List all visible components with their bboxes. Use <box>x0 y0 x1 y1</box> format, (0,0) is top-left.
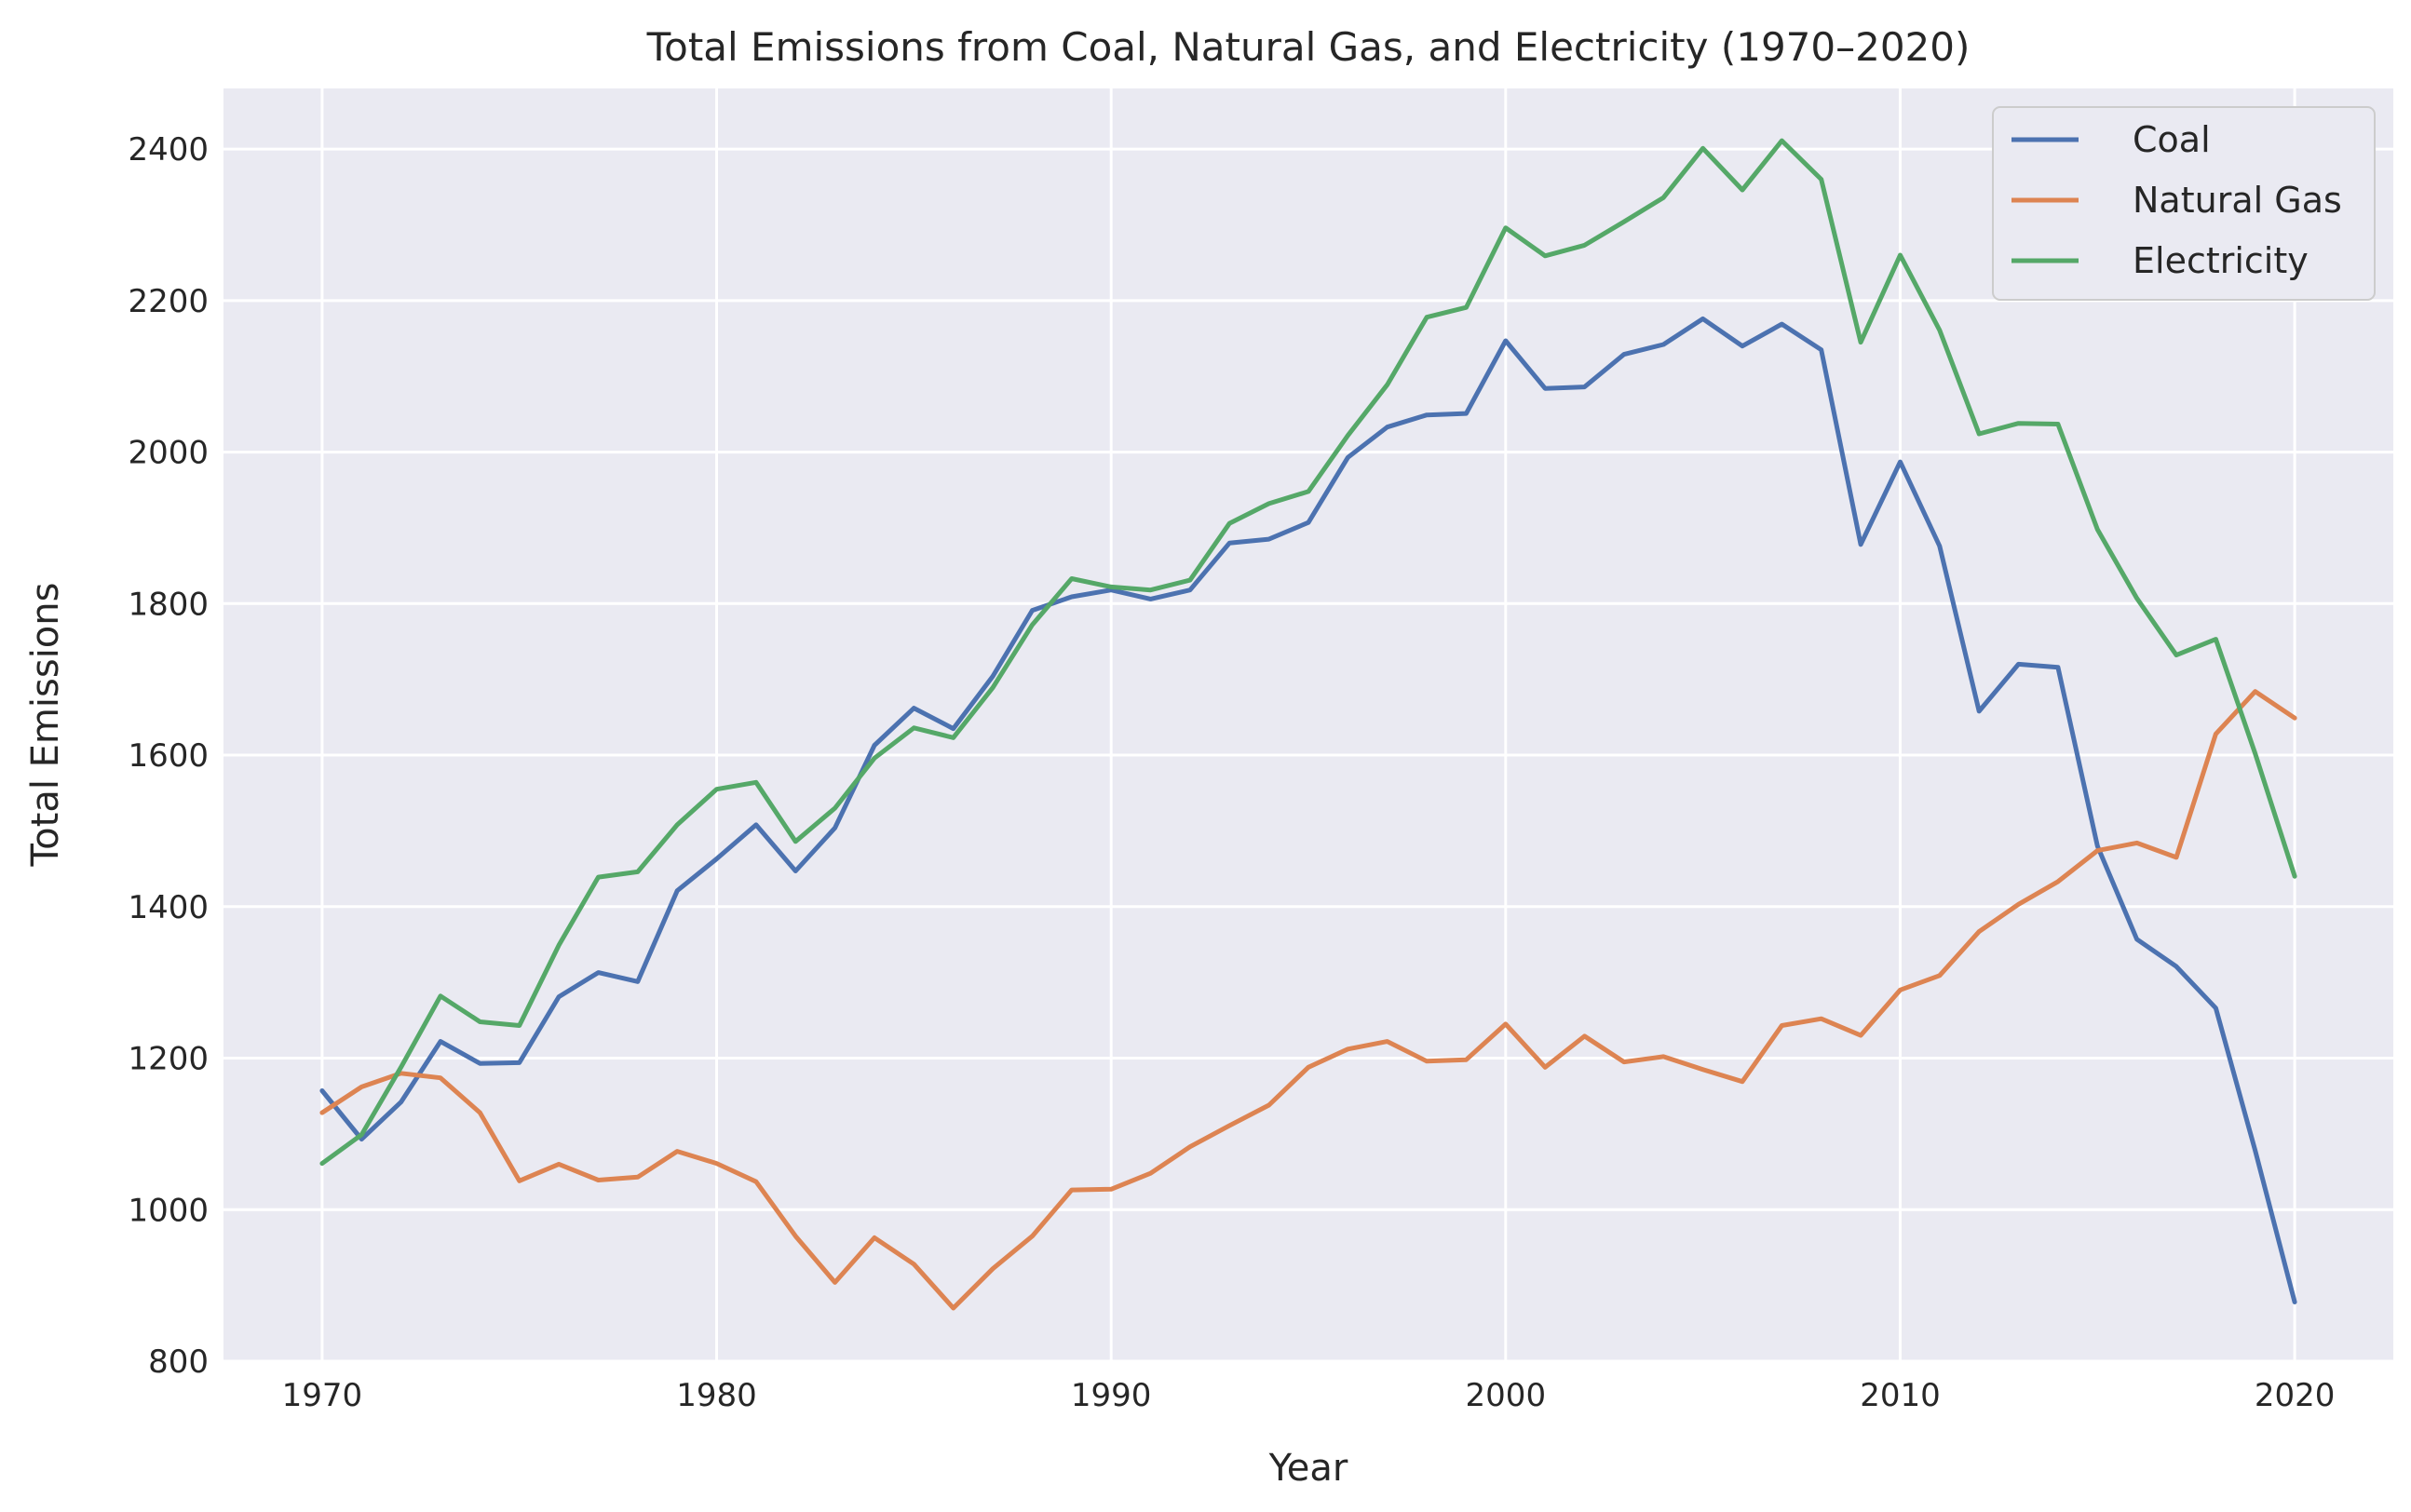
x-axis-ticks: 1970 1980 1990 2000 2010 2020 <box>282 1377 2336 1414</box>
grid-lines <box>223 88 2393 1363</box>
series-lines <box>319 138 2297 1311</box>
series-line-coal <box>319 316 2297 1304</box>
x-tick-label: 1980 <box>676 1377 757 1414</box>
x-tick-label: 2020 <box>2255 1377 2336 1414</box>
y-tick-label: 1600 <box>128 737 209 775</box>
legend-label-coal: Coal <box>2133 119 2211 160</box>
legend-label-electricity: Electricity <box>2133 240 2309 281</box>
y-tick-label: 2200 <box>128 283 209 320</box>
legend-label-natural-gas: Natural Gas <box>2133 180 2342 221</box>
chart-title: Total Emissions from Coal, Natural Gas, … <box>646 24 1971 70</box>
y-axis-ticks: 800 1000 1200 1400 1600 1800 2000 2200 2400 <box>128 131 209 1381</box>
legend-box <box>1992 106 2376 301</box>
x-axis-label: Year <box>1268 1447 1348 1490</box>
y-tick-label: 2400 <box>128 131 209 169</box>
y-tick-label: 1200 <box>128 1041 209 1078</box>
x-tick-label: 2010 <box>1860 1377 1941 1414</box>
y-tick-label: 2000 <box>128 435 209 472</box>
y-tick-label: 1800 <box>128 586 209 623</box>
y-axis-label: Total Emissions <box>24 583 67 868</box>
y-tick-label: 1400 <box>128 889 209 926</box>
series-line-electricity <box>319 138 2297 1167</box>
y-tick-label: 800 <box>148 1343 209 1381</box>
y-tick-label: 1000 <box>128 1192 209 1229</box>
x-tick-label: 1970 <box>282 1377 363 1414</box>
series-line-natural-gas <box>319 689 2297 1311</box>
legend: Coal Natural Gas Electricity <box>1992 106 2376 301</box>
x-tick-label: 1990 <box>1071 1377 1152 1414</box>
x-tick-label: 2000 <box>1466 1377 1547 1414</box>
